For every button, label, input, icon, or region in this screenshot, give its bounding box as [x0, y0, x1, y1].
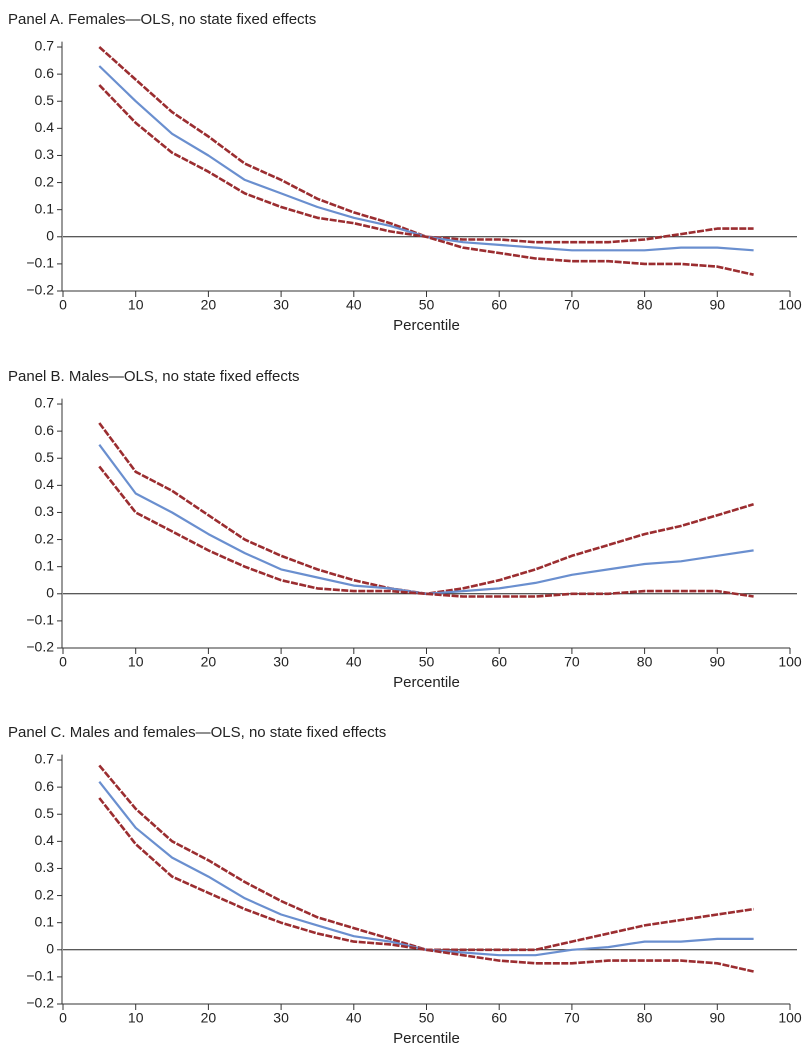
x-tick-label: 70 [564, 1010, 580, 1026]
x-tick-label: 100 [778, 1010, 802, 1026]
y-tick-label: 0 [46, 940, 54, 956]
y-tick-label: 0.5 [35, 805, 55, 821]
x-tick-label: 80 [637, 1010, 653, 1026]
panel-title: Panel C. Males and females—OLS, no state… [8, 724, 386, 741]
x-tick-label: 70 [564, 654, 580, 670]
y-tick-label: −0.1 [26, 612, 54, 628]
x-tick-label: 30 [273, 654, 289, 670]
x-tick-label: 30 [273, 297, 289, 313]
x-tick-label: 40 [346, 1010, 362, 1026]
x-tick-label: 10 [128, 297, 144, 313]
y-tick-label: 0.4 [35, 832, 55, 848]
x-tick-label: 100 [778, 297, 802, 313]
series-line [98, 84, 754, 276]
x-tick-label: 30 [273, 1010, 289, 1026]
x-tick-label: 10 [128, 654, 144, 670]
y-tick-label: 0.6 [35, 778, 55, 794]
y-tick-label: 0.3 [35, 146, 55, 162]
y-tick-label: 0.6 [35, 422, 55, 438]
y-tick-label: 0 [46, 227, 54, 243]
y-tick-label: −0.2 [26, 282, 54, 298]
x-tick-label: 60 [491, 1010, 507, 1026]
x-tick-label: 20 [201, 297, 217, 313]
x-tick-label: 80 [637, 297, 653, 313]
x-tick-label: 10 [128, 1010, 144, 1026]
x-tick-label: 40 [346, 654, 362, 670]
x-tick-label: 80 [637, 654, 653, 670]
y-tick-label: 0.1 [35, 557, 55, 573]
y-tick-label: 0.1 [35, 200, 55, 216]
x-tick-label: 90 [710, 297, 726, 313]
y-tick-label: 0 [46, 584, 54, 600]
y-tick-label: 0.4 [35, 476, 55, 492]
y-tick-label: 0.7 [35, 395, 55, 411]
panel-title: Panel B. Males—OLS, no state fixed effec… [8, 368, 300, 385]
x-tick-label: 50 [419, 297, 435, 313]
y-tick-label: 0.2 [35, 886, 55, 902]
x-tick-label: 0 [59, 654, 67, 670]
x-tick-label: 90 [710, 1010, 726, 1026]
x-tick-label: 100 [778, 654, 802, 670]
x-tick-label: 40 [346, 297, 362, 313]
x-axis-label: Percentile [393, 1030, 460, 1047]
x-axis-label: Percentile [393, 674, 460, 691]
x-tick-label: 90 [710, 654, 726, 670]
y-tick-label: 0.4 [35, 119, 55, 135]
y-tick-label: 0.7 [35, 38, 55, 54]
y-tick-label: −0.2 [26, 639, 54, 655]
y-tick-label: −0.2 [26, 995, 54, 1011]
series-line [98, 781, 754, 957]
series-line [98, 764, 754, 952]
series-line [98, 65, 754, 252]
y-tick-label: 0.1 [35, 913, 55, 929]
x-tick-label: 50 [419, 654, 435, 670]
y-tick-label: 0.3 [35, 859, 55, 875]
x-tick-label: 20 [201, 654, 217, 670]
x-axis-label: Percentile [393, 317, 460, 334]
x-tick-label: 60 [491, 297, 507, 313]
y-tick-label: −0.1 [26, 255, 54, 271]
x-tick-label: 0 [59, 297, 67, 313]
y-tick-label: 0.2 [35, 530, 55, 546]
y-tick-label: 0.3 [35, 503, 55, 519]
panel-title: Panel A. Females—OLS, no state fixed eff… [8, 11, 316, 28]
series-line [98, 797, 754, 973]
x-tick-label: 20 [201, 1010, 217, 1026]
series-line [98, 46, 754, 244]
y-tick-label: 0.5 [35, 92, 55, 108]
series-line [98, 444, 754, 595]
series-line [98, 465, 754, 598]
y-tick-label: 0.2 [35, 173, 55, 189]
x-tick-label: 0 [59, 1010, 67, 1026]
y-tick-label: 0.6 [35, 65, 55, 81]
y-tick-label: −0.1 [26, 968, 54, 984]
series-line [98, 422, 754, 596]
x-tick-label: 50 [419, 1010, 435, 1026]
y-tick-label: 0.5 [35, 449, 55, 465]
x-tick-label: 60 [491, 654, 507, 670]
y-tick-label: 0.7 [35, 751, 55, 767]
x-tick-label: 70 [564, 297, 580, 313]
